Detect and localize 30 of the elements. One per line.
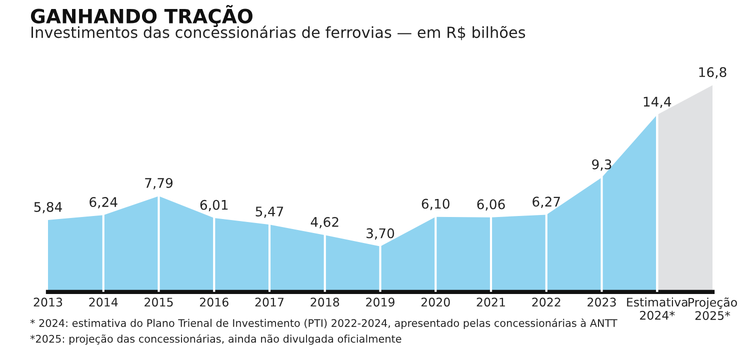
x-tick-label: 2023 — [588, 298, 616, 307]
x-tick-label: Projeção 2025* — [688, 297, 737, 320]
data-label: 4,62 — [310, 216, 338, 228]
x-tick-label: 2020 — [421, 298, 450, 307]
chart-subtitle: Investimentos das concessionárias de ferrovias — em R$ bilhões — [32, 26, 526, 40]
text: * 2024: estimativa do Plano Trienal de Investimento (PTI) 2022-2024, apresentado pelas concessionárias à ANTT — [30, 318, 618, 329]
data-label: 6,01 — [200, 200, 228, 212]
chart-title: GANHANDO TRAÇÃO — [30, 5, 252, 28]
data-label: 6,06 — [477, 199, 505, 211]
x-tick-label: 2013 — [34, 298, 62, 307]
x-tick-label: 2015 — [144, 298, 173, 307]
x-tick-label: 2017 — [255, 298, 284, 307]
x-tick-label: 2018 — [310, 298, 340, 307]
x-tick-label: 2019 — [366, 298, 394, 307]
data-label: 14,4 — [644, 96, 672, 108]
data-label: 7,79 — [145, 178, 173, 190]
data-label: 6,10 — [422, 198, 450, 210]
data-label: 5,47 — [256, 206, 284, 218]
data-label: 3,70 — [366, 228, 394, 240]
x-tick-label: 2022 — [532, 298, 560, 307]
text: *2025: projeção das concessionárias, ainda não divulgada oficialmente — [30, 334, 402, 345]
x-tick-label: Estimativa 2024* — [627, 297, 688, 320]
x-tick-label: 2021 — [476, 298, 505, 307]
data-label: 9,3 — [592, 159, 612, 171]
x-tick-label: 2016 — [200, 298, 228, 307]
data-label: 6,27 — [532, 196, 560, 208]
data-label: 6,24 — [90, 197, 118, 208]
data-label: 5,84 — [34, 202, 62, 214]
x-tick-label: 2014 — [89, 298, 118, 307]
data-label: 16,8 — [699, 67, 726, 78]
